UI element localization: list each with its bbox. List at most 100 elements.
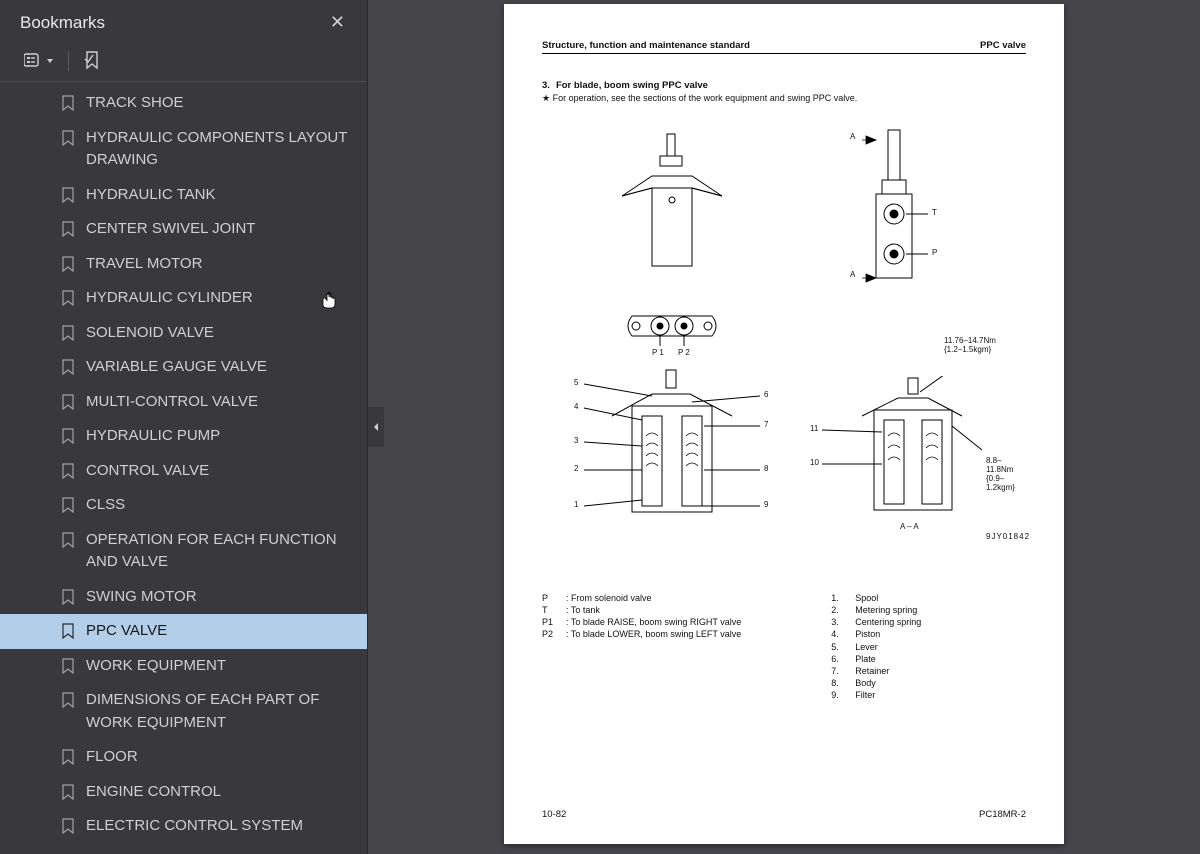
bookmark-icon [62, 623, 76, 639]
bookmark-item[interactable]: SOLENOID VALVE [0, 316, 367, 351]
bookmark-icon [62, 359, 76, 375]
bookmark-item[interactable]: TRACK SHOE [0, 86, 367, 121]
page-footer: 10-82 PC18MR-2 [542, 809, 1026, 820]
bookmark-item[interactable]: ENGINE CONTROL [0, 775, 367, 810]
document-code: PC18MR-2 [979, 809, 1026, 820]
bookmark-label: DIMENSIONS OF EACH PART OF WORK EQUIPMEN… [86, 689, 357, 734]
bookmark-item[interactable]: CENTER SWIVEL JOINT [0, 212, 367, 247]
bookmark-label: HYDRAULIC TANK [86, 184, 357, 207]
legend: P: From solenoid valveT: To tankP1: To b… [542, 592, 1026, 701]
bookmark-item[interactable]: OPERATION FOR EACH FUNCTION AND VALVE [0, 523, 367, 580]
bookmark-icon [62, 130, 76, 146]
bookmark-item[interactable]: TRAVEL MOTOR [0, 247, 367, 282]
page-number: 10-82 [542, 809, 566, 820]
sidebar-title: Bookmarks [20, 13, 105, 33]
figure-area: A A T P P 1 P 2 [542, 116, 1026, 576]
page-header-left: Structure, function and maintenance stan… [542, 40, 750, 51]
bookmark-icon [62, 187, 76, 203]
document-page: Structure, function and maintenance stan… [504, 4, 1064, 844]
bookmark-label: ENGINE CONTROL [86, 781, 357, 804]
legend-row: 3.Centering spring [831, 616, 921, 628]
legend-row: P: From solenoid valve [542, 592, 741, 604]
bookmark-item[interactable]: CLSS [0, 488, 367, 523]
figure-cross-section-right: 11 10 A – A [812, 376, 1012, 526]
bookmark-item[interactable]: WORK EQUIPMENT [0, 649, 367, 684]
section-heading: 3.For blade, boom swing PPC valve [542, 80, 1026, 91]
bookmark-list[interactable]: TRACK SHOE HYDRAULIC COMPONENTS LAYOUT DR… [0, 82, 367, 854]
legend-row: 8.Body [831, 677, 921, 689]
bookmark-item[interactable]: PPC VALVE [0, 614, 367, 649]
bookmark-item[interactable]: HYDRAULIC TANK [0, 178, 367, 213]
bookmark-label: FLOOR [86, 746, 357, 769]
bookmark-item[interactable]: CONTROL VALVE [0, 454, 367, 489]
current-bookmark-icon[interactable] [83, 51, 101, 71]
legend-row: 4.Piston [831, 628, 921, 640]
bookmark-icon [62, 749, 76, 765]
bookmark-icon [62, 394, 76, 410]
bookmark-item[interactable]: ELECTRIC CONTROL SYSTEM [0, 809, 367, 844]
document-viewer[interactable]: Structure, function and maintenance stan… [368, 0, 1200, 854]
bookmark-label: WORK EQUIPMENT [86, 655, 357, 678]
bookmark-item[interactable]: FLOOR [0, 740, 367, 775]
bookmark-item[interactable]: SWING MOTOR [0, 580, 367, 615]
bookmark-label: CLSS [86, 494, 357, 517]
bookmark-icon [62, 221, 76, 237]
legend-right: 1.Spool2.Metering spring3.Centering spri… [831, 592, 921, 701]
bookmark-label: CENTER SWIVEL JOINT [86, 218, 357, 241]
collapse-sidebar-icon[interactable] [368, 407, 384, 447]
legend-row: P1: To blade RAISE, boom swing RIGHT val… [542, 616, 741, 628]
legend-row: T: To tank [542, 604, 741, 616]
bookmark-item[interactable]: DIMENSIONS OF EACH PART OF WORK EQUIPMEN… [0, 683, 367, 740]
bookmark-item[interactable]: HYDRAULIC COMPONENTS LAYOUT DRAWING [0, 121, 367, 178]
bookmark-label: ELECTRIC CONTROL SYSTEM [86, 815, 357, 838]
bookmark-item[interactable]: HYDRAULIC PUMP [0, 419, 367, 454]
bookmarks-panel: Bookmarks ✕ TRACK SHOE HYDRAULIC COMPONEN… [0, 0, 368, 854]
bookmark-label: HYDRAULIC COMPONENTS LAYOUT DRAWING [86, 127, 357, 172]
bookmark-label: TRAVEL MOTOR [86, 253, 357, 276]
outline-options-icon[interactable] [24, 53, 54, 69]
bookmark-icon [62, 589, 76, 605]
legend-row: 9.Filter [831, 689, 921, 701]
bookmark-icon [62, 428, 76, 444]
bookmarks-toolbar [0, 47, 367, 82]
bookmark-icon [62, 95, 76, 111]
legend-row: 7.Retainer [831, 665, 921, 677]
sidebar-header: Bookmarks ✕ [0, 0, 367, 47]
legend-row: P2: To blade LOWER, boom swing LEFT valv… [542, 628, 741, 640]
figure-valve-section: A A T P [862, 126, 942, 286]
bookmark-label: HYDRAULIC PUMP [86, 425, 357, 448]
bookmark-icon [62, 497, 76, 513]
figure-valve-top [612, 126, 732, 276]
close-icon[interactable]: ✕ [324, 8, 351, 37]
bookmark-icon [62, 784, 76, 800]
page-header-right: PPC valve [980, 40, 1026, 51]
bookmark-label: MULTI-CONTROL VALVE [86, 391, 357, 414]
bookmark-label: OPERATION FOR EACH FUNCTION AND VALVE [86, 529, 357, 574]
figure-valve-bottom: P 1 P 2 [622, 306, 722, 346]
section-note: For operation, see the sections of the w… [542, 93, 1026, 104]
toolbar-separator [68, 51, 69, 71]
legend-row: 1.Spool [831, 592, 921, 604]
bookmark-item[interactable]: MULTI-CONTROL VALVE [0, 385, 367, 420]
bookmark-item[interactable]: HYDRAULIC CYLINDER [0, 281, 367, 316]
bookmark-icon [62, 256, 76, 272]
bookmark-label: SWING MOTOR [86, 586, 357, 609]
bookmark-label: HYDRAULIC CYLINDER [86, 287, 357, 310]
legend-row: 2.Metering spring [831, 604, 921, 616]
bookmark-label: PPC VALVE [86, 620, 357, 643]
bookmark-label: CONTROL VALVE [86, 460, 357, 483]
bookmark-icon [62, 463, 76, 479]
bookmark-label: VARIABLE GAUGE VALVE [86, 356, 357, 379]
bookmark-icon [62, 818, 76, 834]
bookmark-item[interactable]: VARIABLE GAUGE VALVE [0, 350, 367, 385]
bookmark-icon [62, 290, 76, 306]
bookmark-label: SOLENOID VALVE [86, 322, 357, 345]
bookmark-icon [62, 325, 76, 341]
legend-left: P: From solenoid valveT: To tankP1: To b… [542, 592, 741, 701]
page-header: Structure, function and maintenance stan… [542, 40, 1026, 54]
legend-row: 6.Plate [831, 653, 921, 665]
bookmark-icon [62, 658, 76, 674]
torque-note-2: 8.8–11.8Nm {0.9–1.2kgm} [986, 456, 1026, 492]
legend-row: 5.Lever [831, 641, 921, 653]
figure-cross-section-left: 5 4 3 2 1 6 7 8 9 [572, 366, 772, 526]
